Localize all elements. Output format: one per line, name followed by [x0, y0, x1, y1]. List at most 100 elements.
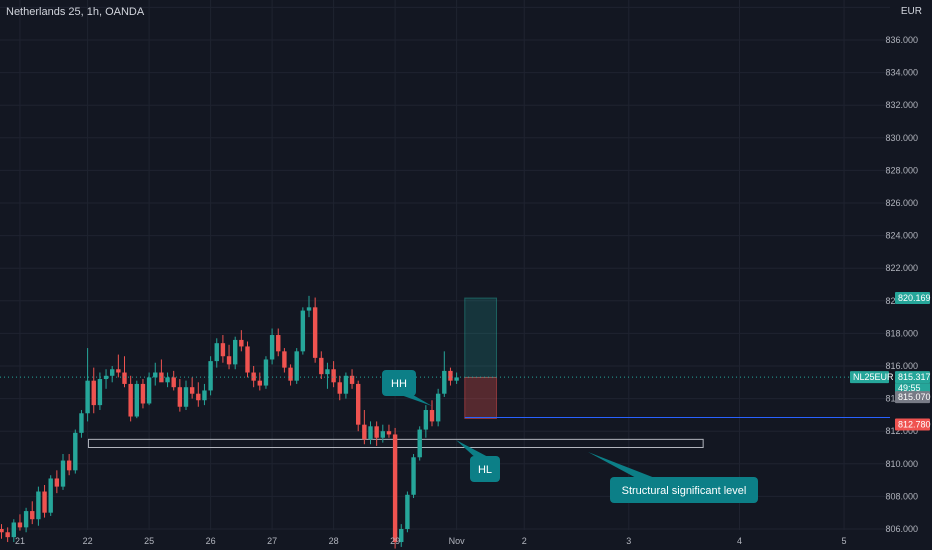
x-tick-label: 4	[737, 536, 742, 546]
candle-body	[183, 387, 189, 407]
candle-body	[110, 369, 115, 376]
y-tick-label: 816.000	[885, 361, 918, 371]
candle-body	[134, 383, 139, 417]
hh-callout-text: HH	[391, 378, 407, 390]
candle	[331, 361, 336, 388]
long-position-tool[interactable]	[464, 297, 497, 419]
candle	[312, 297, 318, 363]
structural-level-callout: Structural significant level	[588, 452, 758, 503]
candle-body	[331, 369, 336, 383]
candle-body	[91, 380, 96, 406]
candle-body	[263, 359, 269, 386]
y-tick-label: 806.000	[885, 524, 918, 534]
candle	[48, 475, 53, 516]
candle-body	[356, 383, 361, 425]
y-tick-label: 834.000	[885, 68, 918, 78]
symbol-tag-text: NL25EUR	[853, 372, 894, 382]
candle	[405, 491, 410, 533]
currency-label: EUR	[900, 6, 922, 17]
y-tick-label: 836.000	[885, 35, 918, 45]
candle-body	[30, 511, 35, 520]
candle-body	[54, 478, 60, 487]
candle-body	[177, 387, 183, 407]
candle-body	[85, 380, 90, 414]
target-price-tag: 820.169	[895, 292, 931, 305]
candle	[417, 426, 422, 461]
x-tick-label: Nov	[449, 536, 466, 546]
y-tick-label: 828.000	[885, 165, 918, 175]
candle-body	[282, 351, 287, 368]
y-tick-label: 810.000	[885, 459, 918, 469]
candle-body	[66, 460, 72, 471]
candle	[294, 348, 299, 384]
candle	[454, 372, 459, 384]
candle	[257, 372, 262, 391]
candle	[343, 372, 349, 399]
y-tick-label: 832.000	[885, 100, 918, 110]
candle-body	[233, 339, 238, 365]
candle	[165, 372, 170, 388]
candle-body	[300, 310, 306, 352]
candle	[325, 362, 330, 389]
candle-body	[153, 372, 158, 378]
candle-body	[312, 307, 318, 358]
candle	[196, 382, 201, 407]
target-price-tag-bg	[895, 292, 930, 305]
candle	[0, 524, 4, 539]
candle	[214, 338, 219, 368]
x-tick-label: 28	[329, 536, 339, 546]
candle	[356, 380, 361, 432]
candle	[239, 330, 244, 352]
x-tick-label: 3	[626, 536, 631, 546]
candle-body	[11, 522, 16, 538]
candle	[251, 366, 256, 388]
candle-body	[116, 369, 121, 373]
candle-body	[23, 511, 29, 528]
stop-zone	[464, 376, 497, 419]
candle	[411, 454, 416, 499]
y-tick-label: 824.000	[885, 231, 918, 241]
candle	[362, 410, 367, 445]
x-tick-label: 21	[15, 536, 25, 546]
candle	[392, 427, 398, 549]
candle-body	[239, 339, 244, 347]
candle-body	[226, 356, 232, 365]
stop-price-tag-text: 812.780	[898, 419, 931, 429]
x-tick-label: 25	[144, 536, 154, 546]
candle	[42, 484, 47, 518]
candle	[103, 369, 109, 389]
candle	[423, 405, 429, 438]
candle	[276, 328, 281, 357]
target-price-tag-text: 820.169	[898, 293, 931, 303]
bid-price-tag-text: 815.070	[898, 392, 931, 402]
candle-body	[442, 370, 447, 394]
candle	[380, 424, 385, 443]
annotations[interactable]: HH HL Structural significant level	[382, 370, 758, 503]
candle	[282, 348, 287, 373]
hh-callout-box	[382, 370, 416, 396]
candle-body	[399, 529, 404, 543]
candle-body	[435, 393, 441, 422]
countdown-tag: 49:55	[895, 383, 930, 394]
candle-body	[60, 460, 66, 487]
bid-price-tag: 815.070	[895, 391, 931, 404]
candle-body	[448, 370, 453, 381]
candle-body	[251, 372, 256, 381]
candle	[17, 514, 23, 531]
candle	[399, 524, 404, 547]
candle	[269, 328, 275, 365]
structural-level-callout-box	[610, 477, 758, 503]
candle	[91, 367, 96, 414]
candle-body	[48, 478, 53, 513]
y-tick-label: 812.000	[885, 426, 918, 436]
candle-body	[429, 410, 435, 422]
candle-body	[319, 357, 324, 375]
candle	[73, 429, 78, 474]
time-axis[interactable]: 21 22 25 26 27 28 29 Nov 2 3 4 5	[15, 536, 847, 546]
price-axis[interactable]: 806.000808.000810.000812.000814.000816.0…	[885, 35, 918, 534]
candle-body	[97, 379, 103, 406]
candlestick-series	[0, 295, 459, 549]
candle	[337, 375, 342, 401]
